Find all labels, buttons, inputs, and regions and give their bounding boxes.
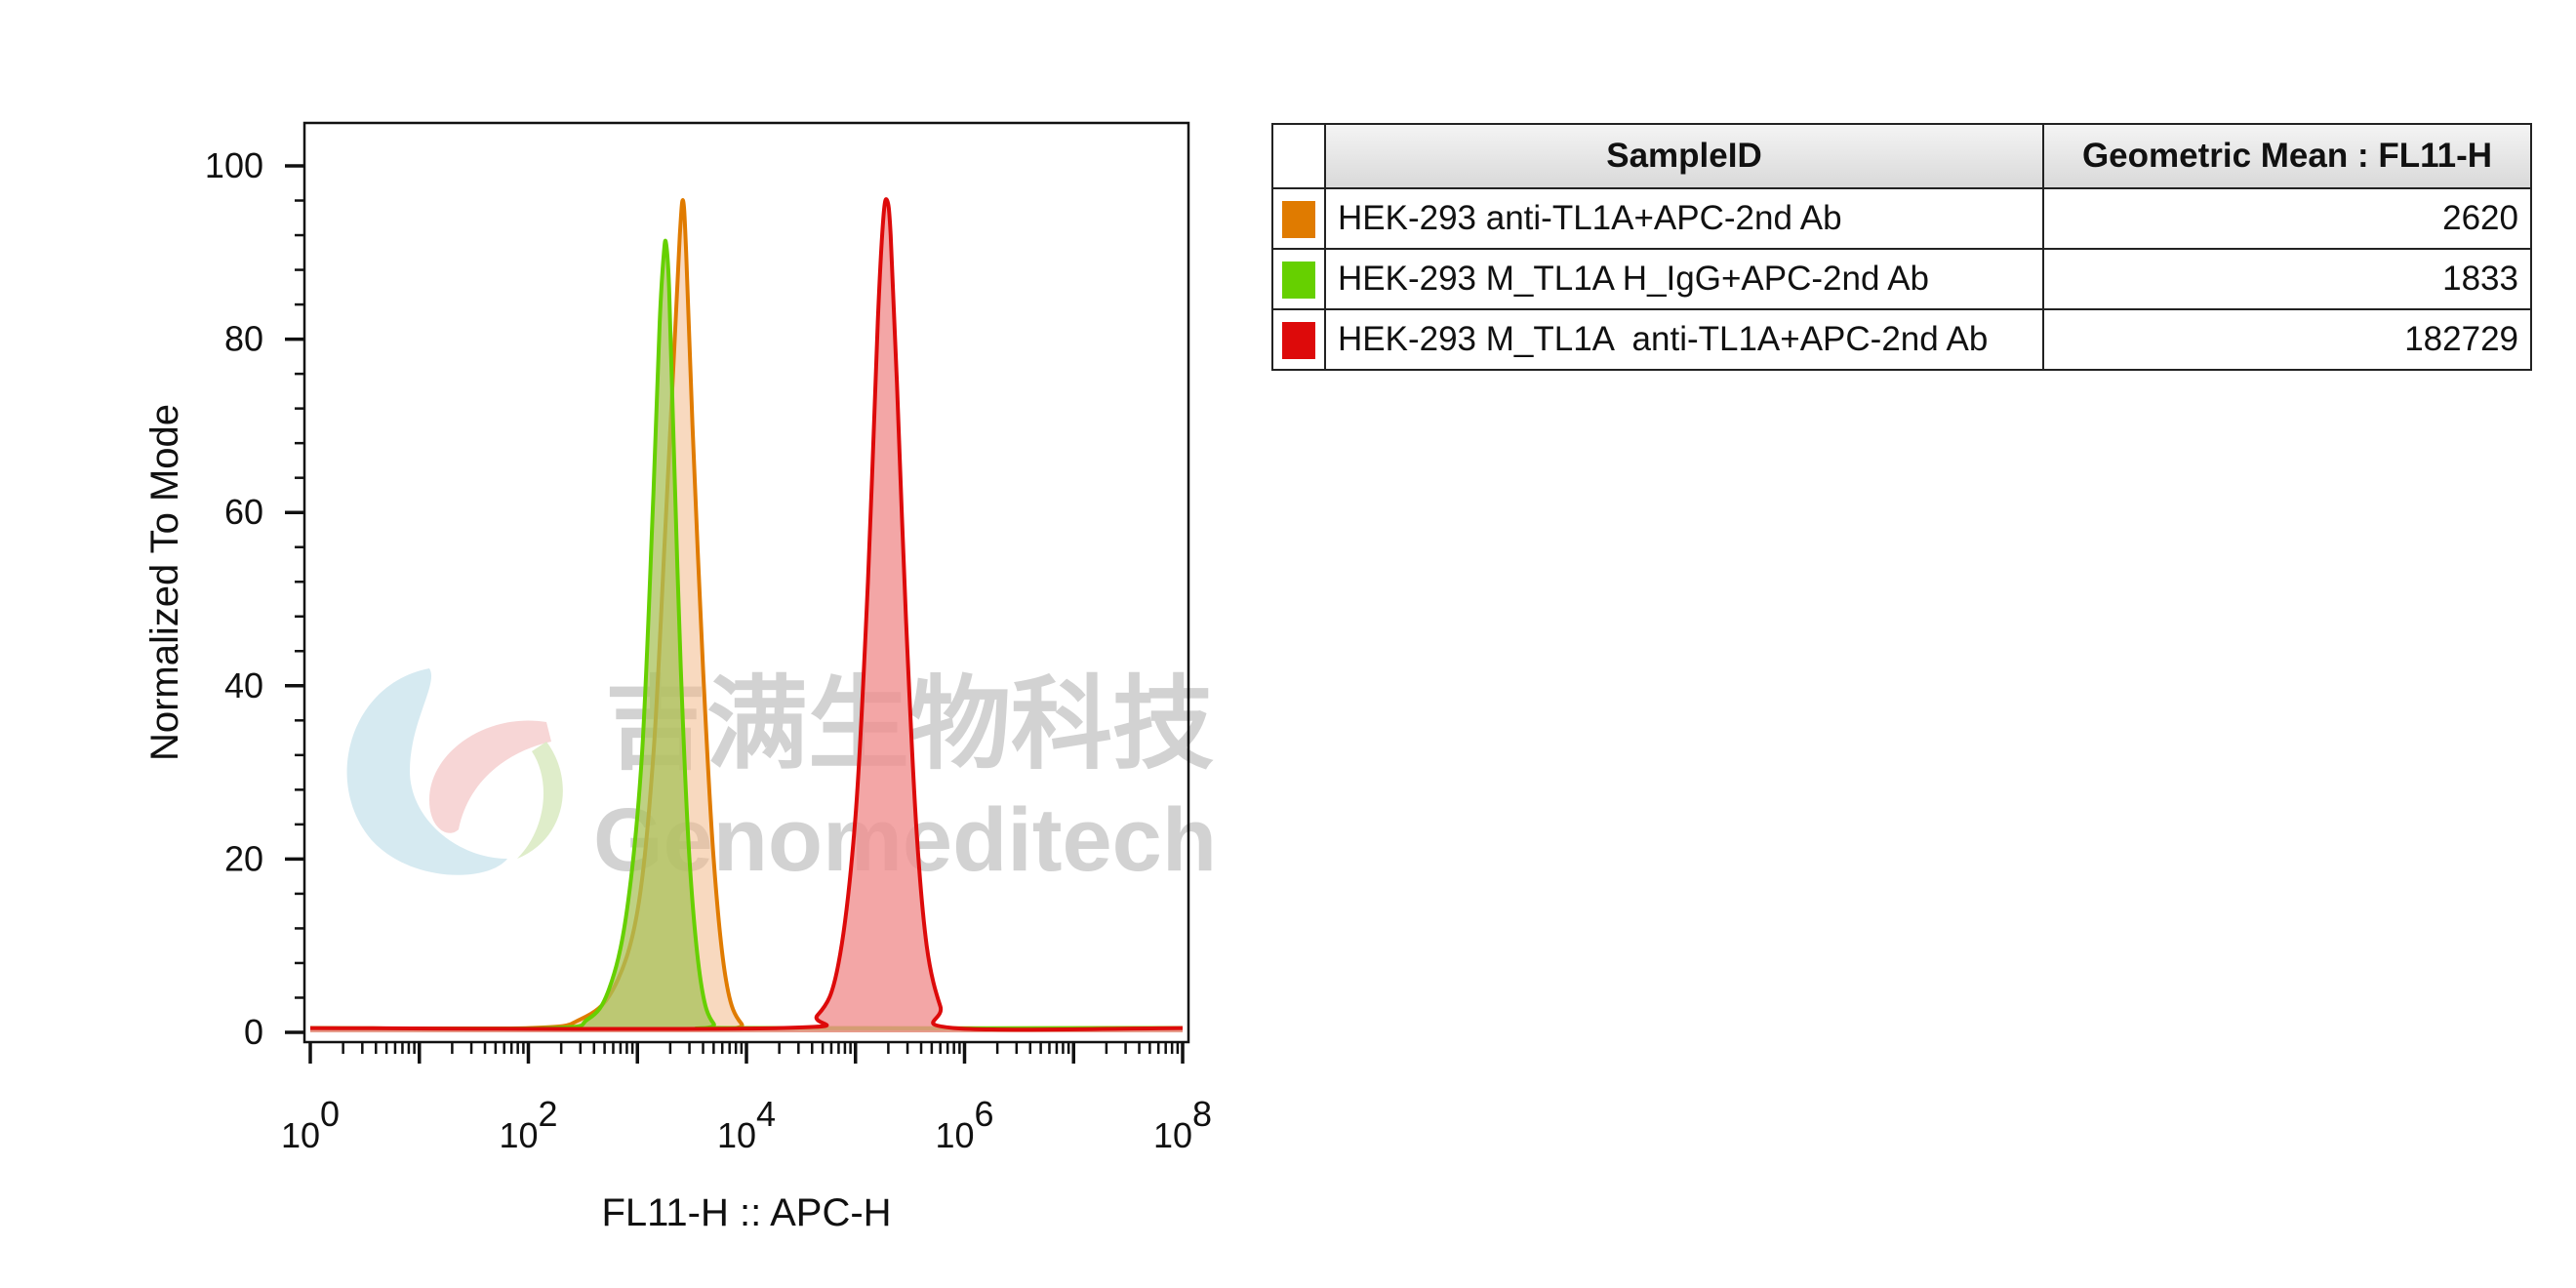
legend-header-swatch	[1271, 123, 1326, 189]
series-fill-igg-control	[310, 240, 1183, 1032]
x-tick-label: 100	[281, 1094, 340, 1155]
watermark-swirl-red	[429, 720, 551, 833]
y-axis-title: Normalized To Mode	[143, 404, 186, 761]
x-tick-label-exponent: 0	[320, 1094, 340, 1134]
x-tick-label-exponent: 2	[539, 1094, 558, 1134]
legend-row: HEK-293 M_TL1A anti-TL1A+APC-2nd Ab 1827…	[1271, 308, 2532, 371]
plot-frame	[302, 121, 1190, 1044]
legend-geometric-mean: 1833	[2042, 248, 2532, 310]
y-tick-label: 100	[205, 145, 263, 185]
y-tick-label: 40	[224, 665, 263, 705]
x-tick-label-exponent: 8	[1192, 1094, 1212, 1134]
legend-sample-id: HEK-293 M_TL1A anti-TL1A+APC-2nd Ab	[1324, 308, 2044, 371]
x-tick-label-base: 10	[1153, 1115, 1192, 1155]
legend-row: HEK-293 M_TL1A H_IgG+APC-2nd Ab 1833	[1271, 248, 2532, 310]
series-line-igg-control	[309, 238, 1184, 1031]
x-tick-label-exponent: 6	[975, 1094, 994, 1134]
legend-swatch-orange	[1282, 201, 1315, 239]
x-tick-label-base: 10	[499, 1115, 538, 1155]
x-tick-label: 108	[1153, 1094, 1212, 1155]
x-tick-label: 102	[499, 1094, 557, 1155]
watermark-logo: 吉满生物科技 Genomeditech	[346, 664, 1217, 890]
x-tick-label: 106	[935, 1094, 993, 1155]
x-tick-label: 104	[717, 1094, 776, 1155]
legend-header-row: SampleID Geometric Mean : FL11-H	[1271, 123, 2532, 189]
x-tick-label-base: 10	[281, 1115, 320, 1155]
x-tick-label-exponent: 4	[756, 1094, 776, 1134]
watermark-swirl-blue	[346, 668, 507, 875]
y-tick-label: 0	[244, 1012, 263, 1052]
legend-geometric-mean: 182729	[2042, 308, 2532, 371]
legend-swatch-red	[1282, 322, 1315, 360]
legend-swatch-cell	[1271, 187, 1326, 250]
watermark-swirl-green	[517, 742, 563, 859]
series-line-m-tl1a-anti-tl1a	[309, 197, 1184, 1032]
legend-table: SampleID Geometric Mean : FL11-H HEK-293…	[1271, 123, 2532, 371]
legend-header-geometric-mean: Geometric Mean : FL11-H	[2042, 123, 2532, 189]
x-axis-title: FL11-H :: APC-H	[601, 1191, 891, 1234]
legend-geometric-mean: 2620	[2042, 187, 2532, 250]
legend-swatch-cell	[1271, 248, 1326, 310]
y-tick-label: 20	[224, 838, 263, 878]
legend-swatch-green	[1282, 262, 1315, 300]
x-tick-label-base: 10	[717, 1115, 756, 1155]
series-layer	[309, 197, 1184, 1032]
legend-sample-id: HEK-293 M_TL1A H_IgG+APC-2nd Ab	[1324, 248, 2044, 310]
series-line-anti-tl1a	[309, 198, 1184, 1031]
y-tick-label: 80	[224, 319, 263, 359]
series-fill-m-tl1a-anti-tl1a	[310, 199, 1183, 1032]
series-fill-anti-tl1a	[310, 200, 1183, 1032]
x-tick-label-base: 10	[935, 1115, 974, 1155]
legend-header-sample-id: SampleID	[1324, 123, 2044, 189]
legend-sample-id: HEK-293 anti-TL1A+APC-2nd Ab	[1324, 187, 2044, 250]
legend-row: HEK-293 anti-TL1A+APC-2nd Ab 2620	[1271, 187, 2532, 250]
legend-swatch-cell	[1271, 308, 1326, 371]
y-tick-label: 60	[224, 492, 263, 532]
